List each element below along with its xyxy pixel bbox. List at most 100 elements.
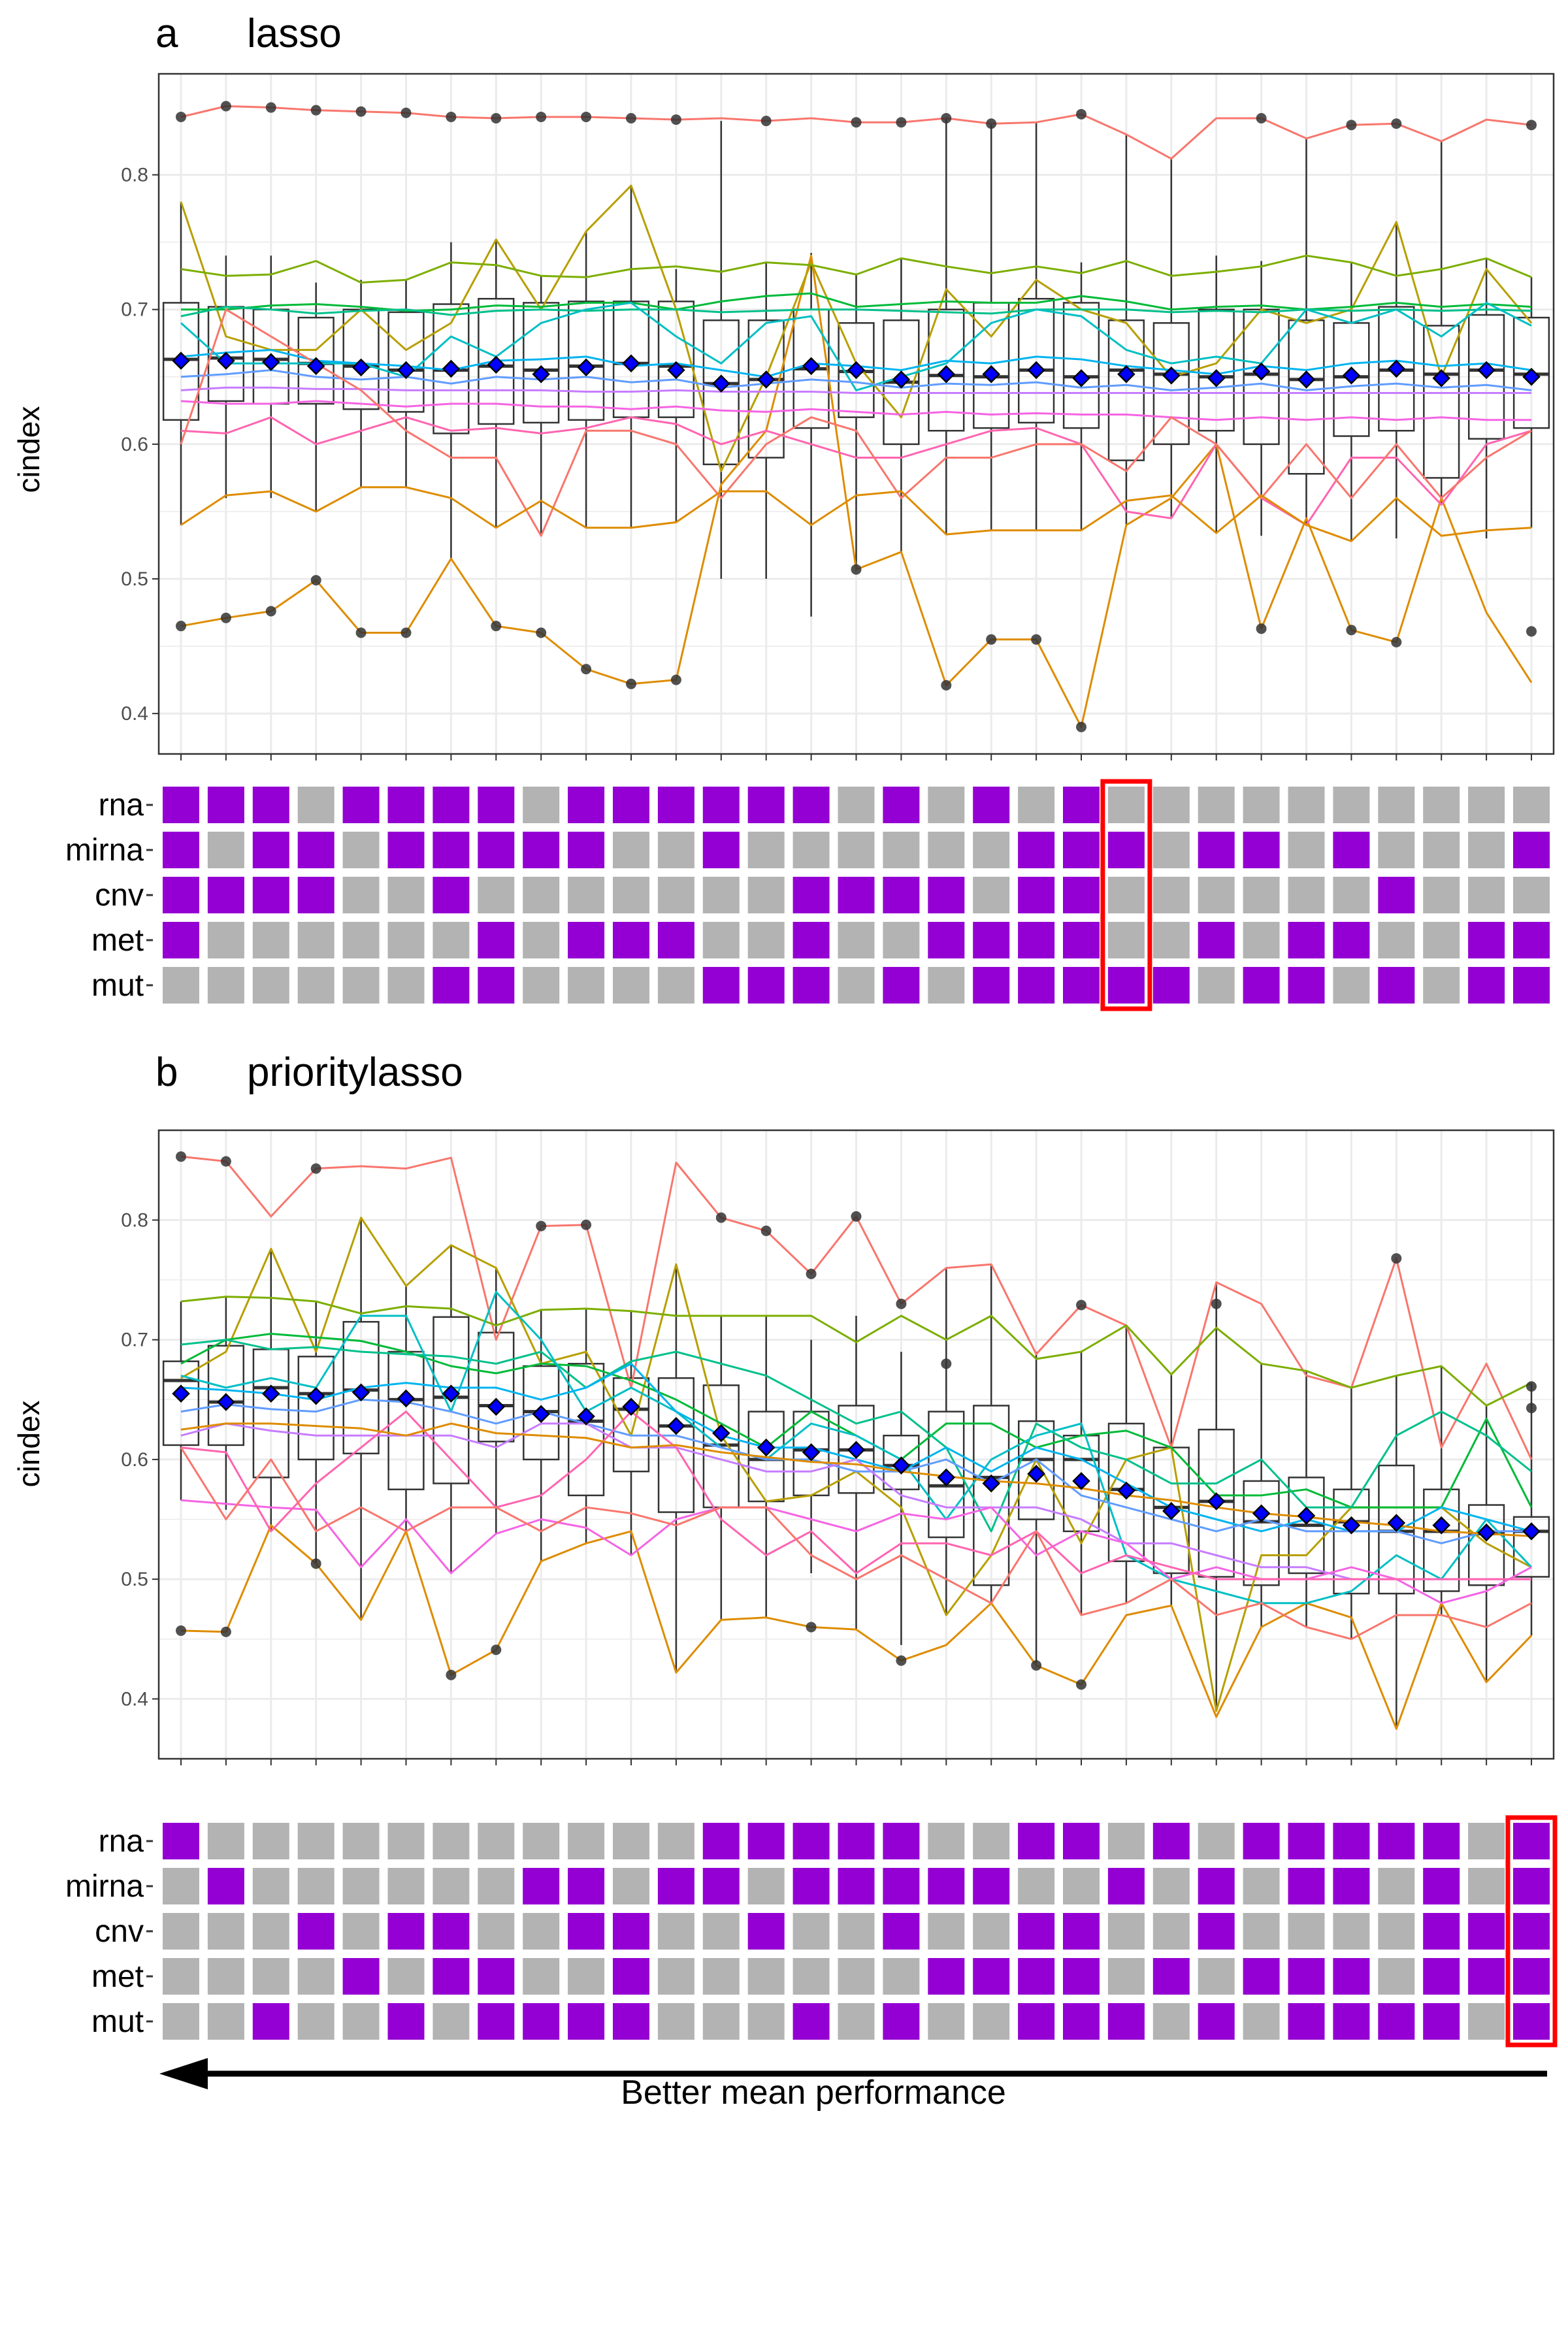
matrix-cell-selected <box>973 967 1010 1004</box>
matrix-cell-unselected <box>252 1868 289 1904</box>
matrix-cell-unselected <box>523 1958 560 1995</box>
matrix-cell-selected <box>1288 2003 1325 2040</box>
panel-a: a lasso cindex 0.4 0.5 0.6 0.7 0.8 rna mirna c… <box>12 11 1555 1011</box>
matrix-cell-selected <box>387 832 425 868</box>
y-tick-label: 0.8 <box>121 165 148 186</box>
matrix-cell-selected <box>568 832 605 868</box>
outlier-point <box>1256 623 1267 634</box>
box <box>1467 314 1505 440</box>
matrix-cell-selected <box>1063 1823 1100 1859</box>
mean-marker <box>667 1416 685 1435</box>
matrix-cell-unselected <box>973 1913 1010 1950</box>
mean-marker <box>712 1424 730 1443</box>
outlier-point <box>670 114 681 125</box>
matrix-cell-unselected <box>342 2003 380 2040</box>
y-tick-label: 0.6 <box>121 434 148 455</box>
matrix-cell-unselected <box>838 922 875 958</box>
matrix-cell-selected <box>433 832 470 868</box>
mean-marker <box>577 1407 595 1426</box>
matrix-cell-unselected <box>523 787 560 823</box>
mean-marker <box>1432 1516 1450 1535</box>
matrix-cell-unselected <box>207 1913 244 1950</box>
box <box>1017 1420 1055 1520</box>
outlier-point <box>1031 634 1042 645</box>
matrix-cell-unselected <box>1198 787 1235 823</box>
matrix-cell-selected <box>478 922 515 958</box>
matrix-cell-unselected <box>657 1823 694 1859</box>
matrix-cell-unselected <box>1107 1823 1145 1859</box>
matrix-cell-selected <box>1378 967 1415 1004</box>
matrix-cell-unselected <box>1107 1913 1145 1950</box>
matrix-cell-selected <box>702 1823 740 1859</box>
matrix-cell-unselected <box>207 1958 244 1995</box>
mean-marker <box>712 374 730 393</box>
outlier-point <box>1526 626 1537 637</box>
matrix-cell-unselected <box>928 2003 965 2040</box>
matrix-cell-selected <box>1468 922 1505 958</box>
panel-a-selection-matrix: rna mirna cnv met mut <box>65 779 1550 1011</box>
mean-marker <box>1297 1507 1316 1525</box>
matrix-row-label-cnv: cnv <box>95 1914 144 1949</box>
matrix-cell-unselected <box>792 832 830 868</box>
matrix-cell-unselected <box>973 832 1010 868</box>
matrix-cell-selected <box>342 1958 380 1995</box>
matrix-cell-selected <box>1107 2003 1145 2040</box>
boxplot <box>838 1316 875 1630</box>
matrix-cell-unselected <box>387 1868 425 1904</box>
outlier-point <box>220 101 231 112</box>
matrix-cell-unselected <box>883 922 920 958</box>
mean-marker <box>1387 359 1406 378</box>
matrix-cell-unselected <box>1243 1868 1280 1904</box>
matrix-cell-selected <box>1513 2003 1550 2040</box>
matrix-cell-unselected <box>702 877 740 913</box>
box <box>1467 1504 1505 1586</box>
mean-marker <box>847 361 866 380</box>
box <box>1288 319 1325 475</box>
matrix-cell-unselected <box>207 922 244 958</box>
matrix-cell-selected <box>1018 1823 1055 1859</box>
matrix-row-label-rna: rna <box>99 1824 144 1859</box>
outlier-point <box>1031 1660 1042 1671</box>
matrix-cell-unselected <box>207 2003 244 2040</box>
matrix-cell-selected <box>523 1868 560 1904</box>
panel-b: b prioritylasso cindex 0.4 0.5 0.6 0.7 0.8 r… <box>12 1050 1558 2048</box>
matrix-cell-unselected <box>1288 787 1325 823</box>
matrix-cell-selected <box>928 922 965 958</box>
matrix-cell-unselected <box>252 922 289 958</box>
outlier-point <box>1391 636 1402 647</box>
mean-marker <box>757 370 776 389</box>
matrix-cell-selected <box>1513 922 1550 958</box>
matrix-cell-selected <box>1288 1958 1325 1995</box>
matrix-cell-selected <box>657 787 694 823</box>
matrix-cell-selected <box>1288 967 1325 1004</box>
outlier-point <box>941 1358 952 1369</box>
matrix-cell-unselected <box>747 877 785 913</box>
matrix-cell-unselected <box>1513 787 1550 823</box>
matrix-cell-selected <box>1018 2003 1055 2040</box>
matrix-cell-unselected <box>1378 1958 1415 1995</box>
matrix-cell-unselected <box>702 2003 740 2040</box>
mean-marker <box>306 1387 325 1405</box>
panel-b-plot-area: 0.4 0.5 0.6 0.7 0.8 <box>121 1129 1555 1765</box>
matrix-cell-selected <box>252 2003 289 2040</box>
matrix-cell-unselected <box>838 2003 875 2040</box>
mean-marker <box>667 361 685 380</box>
outlier-point <box>176 1151 186 1162</box>
matrix-cell-selected <box>1333 832 1370 868</box>
outlier-point <box>220 612 231 623</box>
outlier-point <box>491 113 502 124</box>
matrix-cell-selected <box>747 787 785 823</box>
y-tick-label: 0.7 <box>121 299 148 321</box>
mean-marker <box>1072 369 1090 387</box>
matrix-cell-unselected <box>297 967 335 1004</box>
matrix-cell-unselected <box>1513 877 1550 913</box>
outlier-point <box>265 606 276 617</box>
matrix-cell-unselected <box>1378 922 1415 958</box>
boxplot <box>1378 221 1415 539</box>
outlier-point <box>1526 1381 1537 1392</box>
matrix-cell-unselected <box>1063 1868 1100 1904</box>
matrix-cell-selected <box>792 787 830 823</box>
matrix-cell-unselected <box>928 1823 965 1859</box>
mean-marker <box>217 1393 235 1411</box>
matrix-cell-selected <box>1243 1823 1280 1859</box>
